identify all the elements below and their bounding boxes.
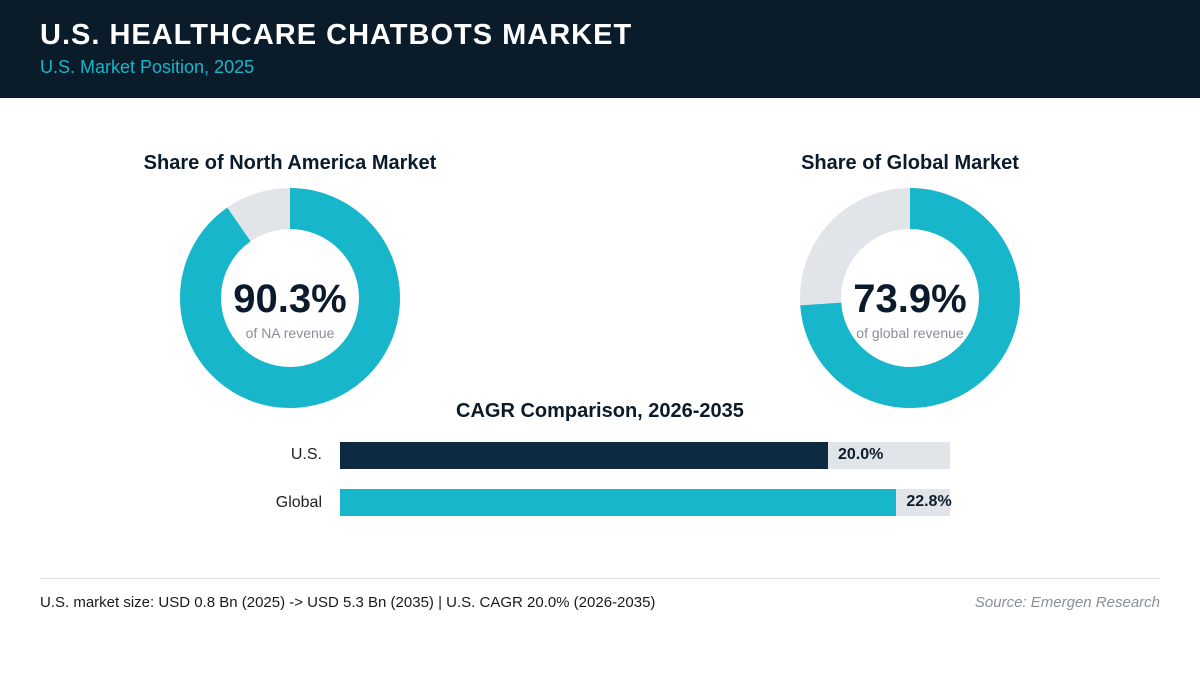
bar-global [340,489,897,516]
cagr-chart-title: CAGR Comparison, 2026-2035 [456,400,744,422]
na-donut-share-arc [180,188,400,408]
bar-track-us: 20.0% [340,442,950,469]
bar-value-global: 22.8% [906,493,952,510]
na-donut-title: Share of North America Market [143,152,437,174]
na-share-caption: of NA revenue [245,325,335,341]
bar-label-us: U.S. [290,446,322,463]
header-bar: U.S. HEALTHCARE CHATBOTS MARKET U.S. Mar… [0,0,1200,98]
global-donut-title: Share of Global Market [801,152,1019,174]
footer-note: U.S. market size: USD 0.8 Bn (2025) -> U… [40,594,656,611]
page-title: U.S. HEALTHCARE CHATBOTS MARKET [40,19,633,51]
bar-label-global: Global [275,494,322,511]
source-credit: Source: Emergen Research [974,594,1160,611]
global-share-caption: of global revenue [856,325,964,341]
na-share-value: 90.3% [233,277,347,321]
bar-track-global: 22.8% [340,489,952,516]
global-share-value: 73.9% [853,277,967,321]
global-donut-share-arc [800,188,1020,408]
bar-value-us: 20.0% [838,446,884,463]
footer-divider [40,578,1160,579]
bar-us [340,442,828,469]
na-share-donut [180,188,400,408]
page-subtitle: U.S. Market Position, 2025 [40,57,255,77]
global-share-donut [800,188,1020,408]
